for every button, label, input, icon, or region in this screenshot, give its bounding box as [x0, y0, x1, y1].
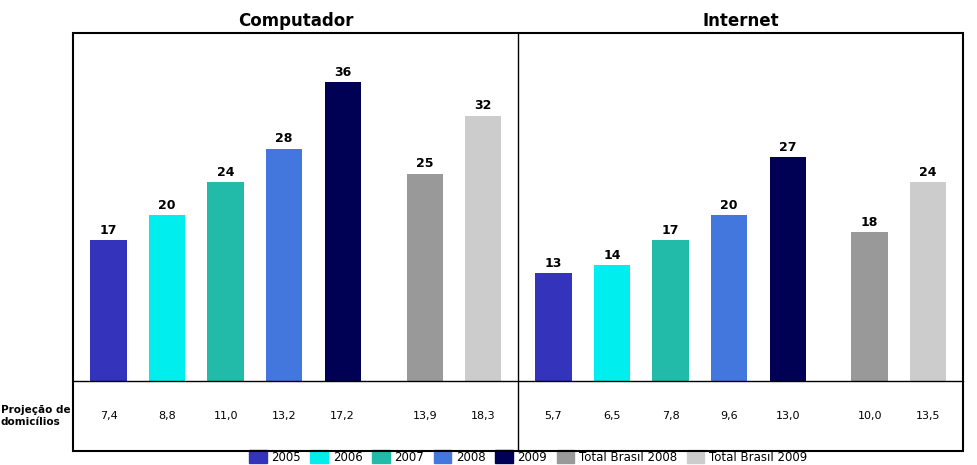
Text: 20: 20: [158, 199, 176, 212]
Bar: [90, 240, 126, 381]
Bar: [710, 215, 746, 381]
Text: 14: 14: [603, 249, 620, 262]
Legend: 2005, 2006, 2007, 2008, 2009, Total Brasil 2008, Total Brasil 2009: 2005, 2006, 2007, 2008, 2009, Total Bras…: [244, 445, 811, 465]
Text: 27: 27: [778, 141, 795, 154]
Text: 7,8: 7,8: [661, 411, 679, 421]
Title: Computador: Computador: [237, 12, 354, 30]
Text: 18: 18: [860, 215, 877, 228]
Text: 10,0: 10,0: [857, 411, 881, 421]
Text: 36: 36: [334, 66, 351, 79]
Bar: [406, 174, 443, 381]
Text: 17,2: 17,2: [330, 411, 355, 421]
Bar: [652, 240, 688, 381]
Text: 17: 17: [100, 224, 117, 237]
Bar: [207, 182, 243, 381]
Text: 9,6: 9,6: [720, 411, 738, 421]
Text: 13,9: 13,9: [412, 411, 437, 421]
Bar: [769, 157, 805, 381]
Text: Projeção de
domicílios: Projeção de domicílios: [1, 405, 70, 427]
Bar: [465, 116, 501, 381]
Text: 28: 28: [276, 133, 292, 146]
Text: 25: 25: [415, 157, 433, 170]
Text: 17: 17: [661, 224, 679, 237]
Bar: [593, 265, 629, 381]
Text: 24: 24: [217, 166, 234, 179]
Text: 13,2: 13,2: [272, 411, 296, 421]
Text: 32: 32: [474, 99, 491, 112]
Bar: [851, 232, 887, 381]
Text: 20: 20: [720, 199, 737, 212]
Text: 6,5: 6,5: [603, 411, 620, 421]
Text: 24: 24: [918, 166, 936, 179]
Text: 8,8: 8,8: [158, 411, 176, 421]
Title: Internet: Internet: [701, 12, 779, 30]
Text: 5,7: 5,7: [544, 411, 562, 421]
Text: 18,3: 18,3: [470, 411, 495, 421]
Bar: [149, 215, 185, 381]
Text: 13,0: 13,0: [775, 411, 799, 421]
Bar: [910, 182, 946, 381]
Text: 7,4: 7,4: [100, 411, 117, 421]
Bar: [534, 273, 571, 381]
Bar: [324, 82, 361, 381]
Text: 11,0: 11,0: [213, 411, 237, 421]
Bar: [266, 149, 302, 381]
Text: 13: 13: [544, 257, 562, 270]
Text: 13,5: 13,5: [915, 411, 940, 421]
